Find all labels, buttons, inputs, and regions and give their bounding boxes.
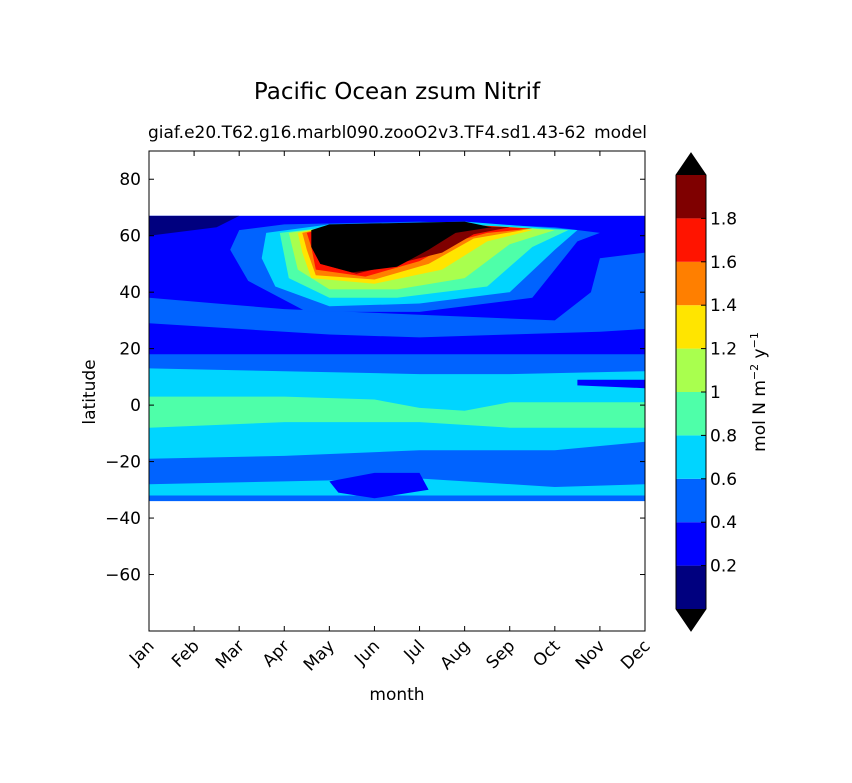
contour-north-core xyxy=(311,221,492,273)
y-tick-label: 80 xyxy=(119,170,141,190)
colorbar-segment xyxy=(676,522,706,566)
colorbar-tick-label: 0.6 xyxy=(710,470,737,490)
plot-frame xyxy=(148,150,646,632)
colorbar-tick-label: 0.4 xyxy=(710,513,737,533)
y-tick-label: 60 xyxy=(119,227,141,247)
colorbar-tick-label: 1.6 xyxy=(710,253,737,273)
colorbar-segment xyxy=(676,565,706,609)
colorbar-outline xyxy=(675,152,707,632)
colorbar-segment xyxy=(676,348,706,392)
y-tick-label: −20 xyxy=(105,453,141,473)
y-tick-label: −60 xyxy=(105,566,141,586)
chart-subtitle-right: model xyxy=(594,123,647,143)
colorbar-over-arrow xyxy=(676,153,706,175)
colorbar: 0.2 0.4 0.6 0.8 1 1.2 1.4 1.6 1.8 xyxy=(675,152,737,632)
x-tick-label: Sep xyxy=(482,636,519,673)
x-tick-label: Apr xyxy=(259,636,294,671)
colorbar-tick-label: 0.2 xyxy=(710,557,737,577)
colorbar-segment xyxy=(676,175,706,219)
x-tick-label: Jun xyxy=(350,636,384,670)
contour-patch-east xyxy=(577,379,645,389)
contour-band-equator xyxy=(149,396,645,428)
contour-north-navy xyxy=(149,215,240,236)
colorbar-tick-label: 0.8 xyxy=(710,426,737,446)
x-tick-label: Feb xyxy=(168,636,203,671)
colorbar-segment xyxy=(676,261,706,306)
colorbar-segment xyxy=(676,218,706,262)
y-tick-label: 40 xyxy=(119,283,141,303)
x-tick-label: Aug xyxy=(437,636,475,674)
x-tick-label: Jul xyxy=(400,636,429,665)
chart-title: Pacific Ocean zsum Nitrif xyxy=(254,79,541,105)
y-tick-label: 0 xyxy=(130,396,141,416)
colorbar-segment xyxy=(676,305,706,349)
x-axis-label: month xyxy=(369,685,424,705)
colorbar-label: mol N m−2 y−1 xyxy=(748,332,770,452)
colorbar-tick-label: 1 xyxy=(710,383,721,403)
x-tick-label: Jan xyxy=(125,636,158,669)
colorbar-under-arrow xyxy=(676,609,706,631)
colorbar-segment xyxy=(676,435,706,479)
contour-patch-south-low xyxy=(329,472,429,499)
y-tick-label: 20 xyxy=(119,340,141,360)
colorbar-tick-label: 1.8 xyxy=(710,209,737,229)
colorbar-tick-label: 1.4 xyxy=(710,296,737,316)
x-tick-label: Oct xyxy=(529,636,564,671)
y-axis-label: latitude xyxy=(80,359,100,424)
contour-layer xyxy=(149,215,645,502)
colorbar-tick-label: 1.2 xyxy=(710,340,737,360)
plot-area: −60 −40 −20 0 20 40 60 80 Jan Feb Mar Apr May Jun Jul… xyxy=(105,150,655,675)
x-tick-label: Mar xyxy=(212,636,249,673)
colorbar-segment xyxy=(676,392,706,436)
y-tick-label: −40 xyxy=(105,509,141,529)
x-tick-label: May xyxy=(300,636,339,675)
contour-band-north-low xyxy=(149,323,645,355)
chart-subtitle-left: giaf.e20.T62.g16.marbl090.zooO2v3.TF4.sd… xyxy=(148,123,586,143)
y-axis: −60 −40 −20 0 20 40 60 80 xyxy=(105,170,645,586)
x-tick-label: Dec xyxy=(617,636,654,673)
x-tick-label: Nov xyxy=(572,636,610,674)
colorbar-segment xyxy=(676,478,706,523)
